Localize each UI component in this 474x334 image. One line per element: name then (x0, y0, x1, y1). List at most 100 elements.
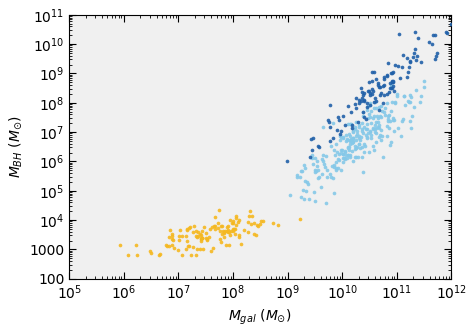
Point (431, 33, 439, 38)
Point (358, 120, 365, 125)
Point (394, 125, 401, 130)
Point (366, 79, 374, 85)
Point (347, 109, 355, 115)
Point (377, 90, 384, 96)
Point (310, 189, 318, 195)
Point (406, 118, 414, 123)
Point (396, 75, 403, 80)
Point (214, 225, 222, 230)
Point (219, 228, 226, 234)
Point (390, 79, 397, 85)
Point (400, 94, 408, 99)
Point (246, 213, 253, 218)
Point (348, 123, 356, 128)
Point (377, 114, 384, 120)
Point (364, 127, 371, 132)
Point (375, 84, 383, 90)
Point (379, 154, 387, 160)
Point (202, 230, 210, 236)
Point (386, 142, 394, 147)
Point (339, 135, 347, 140)
Point (301, 179, 309, 184)
Point (387, 82, 395, 88)
Point (327, 138, 334, 144)
Point (335, 165, 342, 171)
Point (433, 50, 440, 56)
Point (185, 225, 193, 231)
Point (311, 156, 319, 161)
Point (315, 168, 322, 173)
Point (305, 196, 313, 201)
Point (355, 142, 363, 147)
Point (344, 144, 352, 149)
Point (334, 115, 342, 120)
Point (366, 93, 374, 98)
Point (327, 171, 334, 177)
Point (163, 243, 171, 248)
Point (211, 227, 219, 232)
Point (323, 153, 330, 158)
Point (345, 121, 352, 127)
Point (229, 218, 237, 223)
Point (364, 122, 371, 127)
Point (218, 223, 226, 229)
Point (372, 99, 379, 104)
Point (347, 137, 355, 142)
Point (366, 112, 374, 117)
Point (228, 229, 235, 234)
Point (356, 145, 364, 151)
Point (391, 128, 398, 134)
Point (327, 143, 335, 149)
Point (248, 213, 255, 218)
Point (321, 164, 328, 170)
Point (359, 109, 366, 114)
Point (229, 220, 237, 226)
Point (349, 140, 357, 145)
Point (341, 149, 348, 154)
Point (183, 226, 191, 231)
Point (408, 113, 416, 119)
Point (377, 103, 384, 109)
Point (406, 59, 413, 64)
Point (315, 144, 323, 150)
Point (374, 119, 382, 125)
Point (298, 168, 305, 173)
Point (318, 172, 325, 177)
Point (359, 109, 366, 115)
Point (256, 221, 264, 226)
Point (324, 174, 331, 180)
Point (333, 160, 340, 165)
Point (218, 232, 225, 237)
Point (364, 130, 372, 135)
Y-axis label: $M_{BH}$ $(M_{\odot})$: $M_{BH}$ $(M_{\odot})$ (7, 115, 24, 178)
Point (198, 238, 205, 243)
Point (349, 138, 356, 144)
Point (417, 59, 425, 65)
Point (370, 69, 377, 74)
Point (364, 104, 372, 109)
Point (216, 228, 224, 233)
Point (309, 148, 316, 153)
Point (197, 236, 204, 241)
Point (220, 230, 228, 236)
Point (192, 228, 200, 233)
Point (339, 151, 346, 157)
Point (393, 93, 401, 98)
Point (166, 227, 174, 232)
Point (229, 227, 237, 232)
Point (237, 241, 245, 247)
Point (184, 244, 192, 249)
Point (253, 232, 260, 237)
Point (230, 226, 238, 232)
Point (385, 90, 393, 95)
Point (359, 114, 367, 119)
Point (233, 213, 240, 219)
Point (341, 123, 348, 128)
Point (168, 231, 176, 237)
Point (235, 232, 243, 237)
Point (411, 30, 419, 35)
Point (244, 229, 252, 234)
Point (373, 125, 380, 130)
Point (400, 52, 407, 58)
Point (428, 41, 436, 46)
